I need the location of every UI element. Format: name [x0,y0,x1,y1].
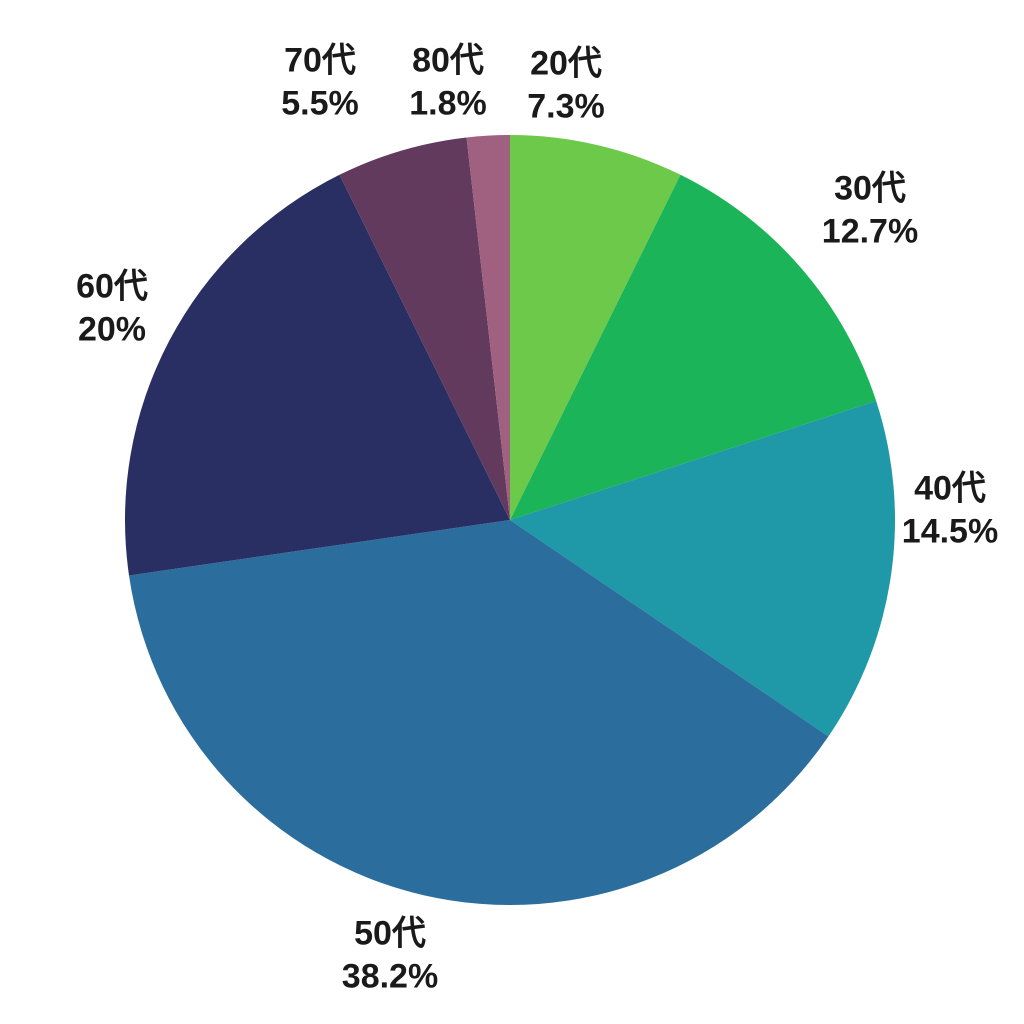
pie-chart: 20代7.3% 30代12.7% 40代14.5% 50代38.2% 60代20% 70代… [0,0,1024,1024]
pie-label-percent: 7.3% [527,85,605,128]
pie-label: 60代20% [76,266,148,351]
pie-label-percent: 14.5% [902,510,998,553]
pie-label-category: 60代 [76,266,148,309]
pie-label-category: 40代 [902,468,998,511]
pie-label: 30代12.7% [822,168,918,253]
pie-label: 40代14.5% [902,468,998,553]
pie-label-percent: 12.7% [822,210,918,253]
pie-label-category: 70代 [281,40,359,83]
pie-label-percent: 20% [76,308,148,351]
pie-label: 20代7.3% [527,43,605,128]
pie-label-percent: 1.8% [409,82,487,125]
pie-svg [0,0,1024,1024]
pie-label-category: 50代 [342,913,438,956]
pie-label-percent: 5.5% [281,82,359,125]
pie-label-category: 80代 [409,40,487,83]
pie-label: 70代5.5% [281,40,359,125]
pie-label: 50代38.2% [342,913,438,998]
pie-label: 80代1.8% [409,40,487,125]
pie-label-category: 30代 [822,168,918,211]
pie-label-category: 20代 [527,43,605,86]
pie-label-percent: 38.2% [342,955,438,998]
